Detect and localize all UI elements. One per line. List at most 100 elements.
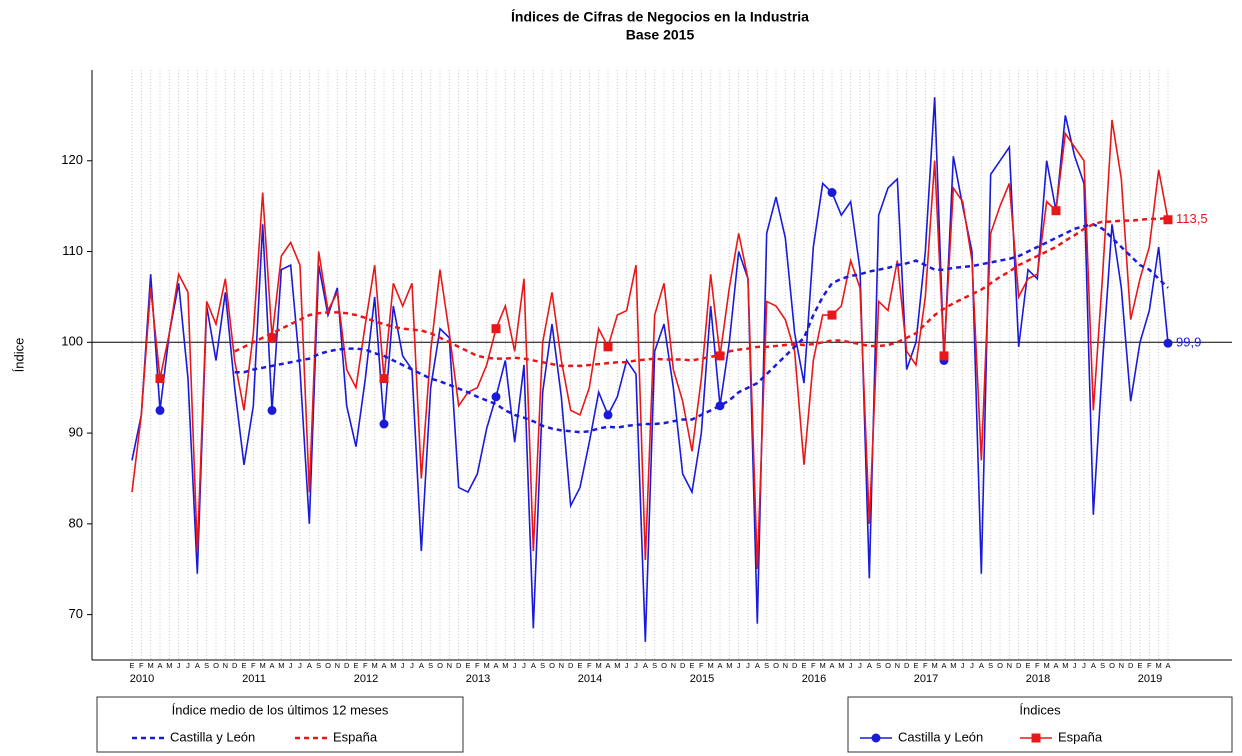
x-tick-label: A [867,661,872,670]
x-tick-label: M [932,661,938,670]
year-label: 2012 [354,673,378,685]
x-tick-label: N [1007,661,1012,670]
x-tick-label: M [1044,661,1050,670]
legend-title: Índices [1019,702,1061,717]
x-tick-label: A [269,661,274,670]
x-tick-label: J [298,661,302,670]
legend-marker [871,733,881,743]
x-tick-label: E [241,661,246,670]
x-tick-label: D [1016,661,1022,670]
x-tick-label: M [838,661,844,670]
x-tick-label: N [447,661,452,670]
x-tick-label: M [726,661,732,670]
x-tick-label: O [773,661,779,670]
x-tick-label: D [232,661,238,670]
x-tick-label: A [605,661,610,670]
x-tick-label: M [950,661,956,670]
x-tick-label: A [493,661,498,670]
x-tick-label: A [419,661,424,670]
x-tick-label: J [1082,661,1086,670]
point-marker [715,351,725,361]
x-tick-label: E [801,661,806,670]
x-tick-label: E [689,661,694,670]
x-tick-label: J [625,661,629,670]
year-label: 2017 [914,673,938,685]
chart-subtitle: Base 2015 [626,27,695,43]
x-tick-label: S [764,661,769,670]
x-tick-label: A [643,661,648,670]
x-tick-label: M [596,661,602,670]
x-tick-label: S [652,661,657,670]
legend-label: Castilla y León [898,729,983,744]
x-tick-label: A [1165,661,1170,670]
average-line [234,216,1169,368]
legend-label: Castilla y León [170,729,255,744]
point-marker [267,333,277,343]
y-tick-label: 70 [69,606,83,621]
x-tick-label: E [1025,661,1030,670]
x-tick-label: M [484,661,490,670]
x-tick-label: E [913,661,918,670]
y-tick-label: 90 [69,425,83,440]
x-tick-label: A [979,661,984,670]
x-tick-label: J [513,661,517,670]
x-tick-label: A [941,661,946,670]
x-tick-label: M [1062,661,1068,670]
legend-title: Índice medio de los últimos 12 meses [172,702,389,717]
x-tick-label: J [522,661,526,670]
x-tick-label: N [223,661,228,670]
x-tick-label: O [1109,661,1115,670]
x-tick-label: O [997,661,1003,670]
x-tick-label: F [587,661,592,670]
y-tick-label: 110 [62,243,83,258]
x-tick-label: D [680,661,686,670]
x-tick-label: E [353,661,358,670]
x-tick-label: A [157,661,162,670]
x-tick-label: J [289,661,293,670]
y-axis-label: Índice [11,338,26,373]
x-tick-label: O [549,661,555,670]
x-tick-label: D [1128,661,1134,670]
x-tick-label: F [811,661,816,670]
x-tick-label: A [307,661,312,670]
year-label: 2016 [802,673,826,685]
x-tick-label: A [755,661,760,670]
x-tick-label: J [849,661,853,670]
x-tick-label: N [671,661,676,670]
x-tick-label: M [820,661,826,670]
point-marker [1163,215,1173,225]
x-tick-label: F [923,661,928,670]
x-tick-label: S [316,661,321,670]
x-tick-label: N [1119,661,1124,670]
x-tick-label: J [1073,661,1077,670]
year-label: 2010 [130,673,154,685]
x-tick-label: D [344,661,350,670]
x-tick-label: F [699,661,704,670]
series-line [131,119,1169,570]
x-tick-label: M [166,661,172,670]
point-marker [939,351,949,361]
x-tick-label: E [465,661,470,670]
point-marker [827,188,837,198]
x-tick-label: E [577,661,582,670]
value-label: 99,9 [1176,335,1201,350]
x-tick-label: M [708,661,714,670]
x-tick-label: A [717,661,722,670]
x-tick-label: A [531,661,536,670]
year-label: 2018 [1026,673,1050,685]
point-marker [1051,206,1061,216]
x-tick-label: D [568,661,574,670]
legend-box [96,696,464,753]
point-marker [155,374,165,384]
x-tick-label: F [1035,661,1040,670]
x-tick-label: A [829,661,834,670]
legend-label: España [1058,729,1103,744]
point-marker [379,374,389,384]
x-tick-label: J [401,661,405,670]
x-tick-label: O [325,661,331,670]
point-marker [491,324,501,334]
x-tick-label: O [437,661,443,670]
legend-marker [1031,733,1041,743]
point-marker [1163,338,1173,348]
